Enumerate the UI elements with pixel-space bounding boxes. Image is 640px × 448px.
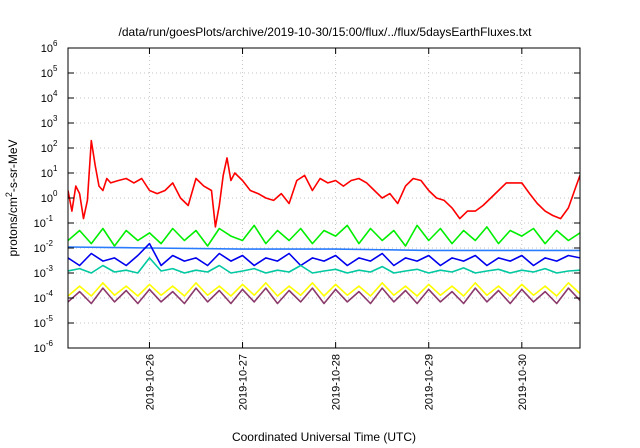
grid-layer [68, 48, 580, 348]
y-tick-label: 10-6 [34, 339, 54, 355]
y-tick-label-exponent: 6 [53, 39, 58, 48]
series-layer [68, 139, 580, 305]
x-tick-label: 2019-10-28 [331, 354, 343, 410]
series-line-1 [68, 139, 580, 228]
y-tick-label: 10-2 [34, 239, 54, 255]
tick-layer: 2019-10-26 2019-10-27 2019-10-28 2019-10-29… [68, 47, 580, 410]
y-tick-label-exponent: -3 [46, 264, 54, 273]
y-tick-label: 105 [41, 64, 58, 80]
x-tick-label: 2019-10-27 [238, 354, 250, 410]
y-axis-title-prefix: protons/cm [6, 197, 20, 256]
y-tick-label: 10-3 [34, 264, 54, 280]
y-tick-label: 101 [41, 164, 58, 180]
y-tick-label-base: 10 [41, 168, 53, 180]
series-line-6 [68, 282, 580, 297]
series-line-3 [68, 246, 580, 252]
y-tick-label: 103 [41, 114, 58, 130]
y-tick-label: 10-4 [34, 289, 54, 305]
y-tick-label: 10-1 [34, 214, 54, 230]
y-tick-label-base: 10 [41, 43, 53, 55]
y-tick-label: 104 [41, 89, 58, 105]
y-tick-label-base: 10 [34, 318, 46, 330]
y-tick-label-base: 10 [41, 118, 53, 130]
y-tick-label-exponent: 2 [53, 139, 58, 148]
x-axis-title: Coordinated Universal Time (UTC) [232, 430, 416, 444]
y-axis-title-suffix: -s-sr-MeV [6, 139, 20, 192]
series-line-7 [68, 287, 580, 305]
y-tick-label: 106 [41, 39, 58, 55]
x-tick-label: 2019-10-29 [424, 354, 436, 410]
y-tick-label-base: 10 [34, 218, 46, 230]
y-axis-title: protons/cm2-s-sr-MeV [4, 139, 20, 256]
y-tick-label-base: 10 [34, 293, 46, 305]
ylabel-layer: 10610510410310210110010-110-210-310-410-… [34, 39, 58, 355]
x-tick-label: 2019-10-26 [144, 354, 156, 410]
series-line-4 [68, 242, 580, 267]
series-line-2 [68, 224, 580, 247]
y-tick-label-exponent: 1 [53, 164, 58, 173]
y-tick-label-base: 10 [41, 193, 53, 205]
y-tick-label-exponent: -2 [46, 239, 54, 248]
chart-title: /data/run/goesPlots/archive/2019-10-30/1… [119, 25, 533, 39]
y-tick-label-base: 10 [34, 243, 46, 255]
y-tick-label-base: 10 [34, 343, 46, 355]
x-tick-label: 2019-10-30 [517, 354, 529, 410]
y-tick-label-base: 10 [41, 68, 53, 80]
y-tick-label: 10-5 [34, 314, 54, 330]
y-tick-label-exponent: 3 [53, 114, 58, 123]
y-axis-title-sup: 2 [4, 192, 14, 197]
y-tick-label-exponent: 5 [53, 64, 58, 73]
y-tick-label-exponent: -5 [46, 314, 54, 323]
y-tick-label: 100 [41, 189, 58, 205]
y-tick-label-exponent: -1 [46, 214, 54, 223]
y-tick-label-base: 10 [41, 93, 53, 105]
y-tick-label-exponent: -4 [46, 289, 54, 298]
y-tick-label-base: 10 [34, 268, 46, 280]
y-tick-label-exponent: 4 [53, 89, 58, 98]
y-tick-label-exponent: 0 [53, 189, 58, 198]
y-tick-label: 102 [41, 139, 58, 155]
y-tick-label-base: 10 [41, 143, 53, 155]
y-tick-label-exponent: -6 [46, 339, 54, 348]
series-line-5 [68, 257, 580, 274]
